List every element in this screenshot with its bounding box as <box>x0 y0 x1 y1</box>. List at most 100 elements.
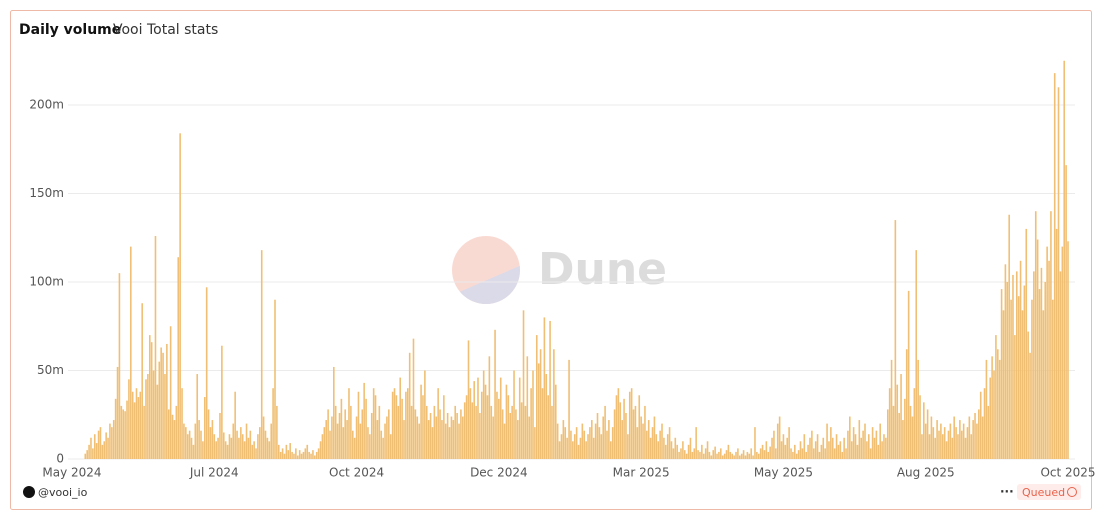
bar <box>757 453 760 459</box>
bar <box>911 416 914 459</box>
bar <box>342 427 345 459</box>
bar <box>539 349 542 459</box>
bar <box>803 434 806 459</box>
bar <box>587 434 589 459</box>
y-tick-label: 150m <box>29 186 64 200</box>
bar <box>222 432 225 459</box>
bar <box>304 448 307 459</box>
bar <box>830 427 832 459</box>
bar <box>111 427 113 459</box>
bar <box>651 427 654 459</box>
bar <box>773 430 775 459</box>
bar <box>232 423 235 459</box>
bar <box>943 427 946 459</box>
bar <box>526 356 529 459</box>
bar <box>964 437 967 459</box>
bar <box>744 455 747 459</box>
bar <box>334 405 337 459</box>
bar <box>202 441 204 459</box>
bar <box>634 405 637 459</box>
bar <box>221 345 223 459</box>
bar <box>862 430 864 459</box>
bar <box>765 441 768 459</box>
bar <box>317 448 320 459</box>
bar <box>1044 282 1047 459</box>
bar <box>137 397 140 459</box>
bar <box>839 441 842 459</box>
bar <box>868 434 870 459</box>
bar <box>462 416 464 459</box>
bar <box>579 437 582 459</box>
menu-button[interactable]: ··· <box>1000 485 1014 499</box>
bar <box>657 441 660 459</box>
bar <box>602 416 604 459</box>
bar <box>701 444 703 459</box>
bar <box>439 409 441 459</box>
bar <box>799 441 802 459</box>
bar <box>469 388 472 459</box>
bar <box>981 416 984 459</box>
bar <box>279 451 282 459</box>
bar <box>405 391 407 459</box>
bar <box>268 441 271 459</box>
bar <box>496 391 498 459</box>
bar <box>991 356 993 459</box>
bar <box>972 420 974 459</box>
bar <box>181 388 183 459</box>
bar <box>166 343 168 459</box>
bar <box>249 430 252 459</box>
bar <box>835 434 838 459</box>
bar <box>224 441 227 459</box>
bar <box>378 405 381 459</box>
bar <box>99 427 102 459</box>
bar <box>509 412 512 459</box>
bar <box>545 374 548 459</box>
bar <box>238 437 240 459</box>
bar <box>448 427 451 459</box>
bar <box>133 402 136 459</box>
bar <box>1065 165 1067 459</box>
bar <box>670 441 673 459</box>
bar <box>585 441 587 459</box>
bar <box>276 405 278 459</box>
bar <box>998 359 1001 459</box>
bar <box>750 448 752 459</box>
bar <box>520 402 523 459</box>
bar <box>712 450 715 459</box>
bar <box>310 453 312 459</box>
bar <box>976 423 978 459</box>
bar <box>126 400 128 459</box>
bar <box>795 453 798 459</box>
bar <box>293 453 295 459</box>
bar <box>702 453 705 459</box>
bar <box>611 427 614 459</box>
bar <box>124 411 126 459</box>
bar <box>348 388 350 459</box>
bar <box>820 444 823 459</box>
bar <box>327 409 329 459</box>
bar <box>930 416 933 459</box>
bar <box>640 416 642 459</box>
y-tick-label: 200m <box>29 98 64 112</box>
bar <box>101 444 104 459</box>
bar <box>359 423 362 459</box>
bar <box>697 450 699 459</box>
bar <box>606 430 608 459</box>
bar <box>845 448 847 459</box>
author[interactable]: @vooi_io <box>38 486 88 499</box>
bar <box>632 409 635 459</box>
bar <box>886 409 889 459</box>
bar <box>900 374 902 459</box>
bar <box>219 412 221 459</box>
bar <box>86 450 88 459</box>
bar <box>560 434 563 459</box>
bar <box>767 451 770 459</box>
bar <box>921 434 923 459</box>
bar <box>807 444 809 459</box>
bar <box>367 427 369 459</box>
bar <box>776 423 779 459</box>
bar <box>93 434 96 459</box>
bar <box>731 453 734 459</box>
bar <box>188 430 191 459</box>
